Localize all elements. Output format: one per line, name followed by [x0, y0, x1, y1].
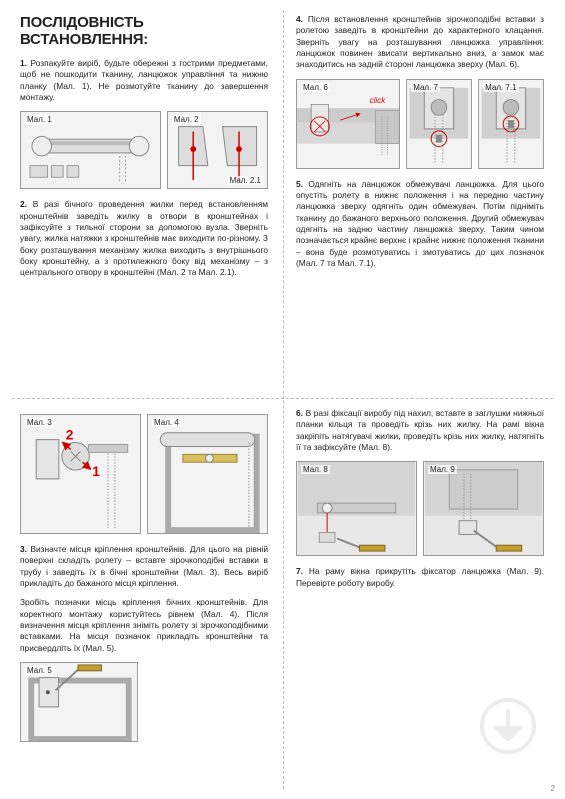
fig-1-label: Мал. 1: [25, 115, 54, 124]
fig-5-label: Мал. 5: [25, 666, 54, 675]
para-5-text: Одягніть на ланцюжок обмежувачі ланцюжка…: [296, 179, 544, 268]
para-4-num: 4.: [296, 14, 303, 24]
page-title: ПОСЛІДОВНІСТЬ ВСТАНОВЛЕННЯ:: [20, 14, 268, 48]
para-5-num: 5.: [296, 179, 303, 189]
svg-text:1: 1: [92, 464, 100, 479]
fig-row-8-9: Мал. 8 Мал. 9: [296, 461, 544, 556]
para-3-text2: Зробіть позначки місць кріплення бічних …: [20, 597, 268, 652]
para-7-num: 7.: [296, 566, 303, 576]
para-2: 2. В разі бічного проведення жилки перед…: [20, 199, 268, 278]
fig-5: Мал. 5: [20, 662, 138, 742]
svg-text:2: 2: [66, 428, 74, 443]
para-2-num: 2.: [20, 199, 27, 209]
para-6: 6. В разі фіксації виробу під нахил, вст…: [296, 408, 544, 453]
para-3-num: 3.: [20, 544, 27, 554]
para-6-text: В разі фіксації виробу під нахил, вставт…: [296, 408, 544, 452]
para-1: 1. Розпакуйте виріб, будьте обережні з г…: [20, 58, 268, 103]
vertical-divider: [283, 10, 284, 789]
fig-7-label: Мал. 7: [411, 83, 440, 92]
para-7-text: На раму вікна прикрутіть фіксатор ланцюж…: [296, 566, 544, 587]
para-5: 5. Одягніть на ланцюжок обмежувачі ланцю…: [296, 179, 544, 270]
para-7: 7. На раму вікна прикрутіть фіксатор лан…: [296, 566, 544, 589]
fig-row-1: Мал. 1 Мал. 2 Мал. 2.1: [20, 111, 268, 189]
fig-row-6-7: Мал. 6 click Мал. 7: [296, 79, 544, 169]
fig-row-3-4: Мал. 3 2 1 Мал. 4: [20, 414, 268, 534]
fig-8-label: Мал. 8: [301, 465, 330, 474]
fig-8: Мал. 8: [296, 461, 417, 556]
para-4-text: Після встановлення кронштейнів зірочкопо…: [296, 14, 544, 69]
page-number: 2: [551, 784, 555, 793]
horizontal-divider: [12, 398, 553, 399]
watermark-icon: [479, 697, 537, 755]
para-4: 4. Після встановлення кронштейнів зірочк…: [296, 14, 544, 71]
fig-7: Мал. 7: [406, 79, 472, 169]
fig-3: Мал. 3 2 1: [20, 414, 141, 534]
fig-4-label: Мал. 4: [152, 418, 181, 427]
page: ПОСЛІДОВНІСТЬ ВСТАНОВЛЕННЯ: 1. Розпакуйт…: [0, 0, 565, 799]
fig-6: Мал. 6 click: [296, 79, 400, 169]
fig-2-label: Мал. 2: [172, 115, 201, 124]
fig-3-label: Мал. 3: [25, 418, 54, 427]
fig-71-label: Мал. 7.1: [483, 83, 518, 92]
fig-row-5: Мал. 5: [20, 662, 268, 742]
fig-4: Мал. 4: [147, 414, 268, 534]
para-3b: Зробіть позначки місць кріплення бічних …: [20, 597, 268, 654]
para-1-num: 1.: [20, 58, 27, 68]
section-top-left: ПОСЛІДОВНІСТЬ ВСТАНОВЛЕННЯ: 1. Розпакуйт…: [20, 14, 268, 394]
fig-9: Мал. 9: [423, 461, 544, 556]
para-3a: 3. Визначте місця кріплення кронштейнів.…: [20, 544, 268, 589]
section-bottom-left: Мал. 3 2 1 Мал. 4: [20, 408, 268, 788]
fig-1: Мал. 1: [20, 111, 161, 189]
section-top-right: 4. Після встановлення кронштейнів зірочк…: [296, 14, 544, 394]
para-3-text1: Визначте місця кріплення кронштейнів. Дл…: [20, 544, 268, 588]
para-6-num: 6.: [296, 408, 303, 418]
fig-9-label: Мал. 9: [428, 465, 457, 474]
fig-6-label: Мал. 6: [301, 83, 330, 92]
para-1-text: Розпакуйте виріб, будьте обережні з гост…: [20, 58, 268, 102]
para-2-text: В разі бічного проведення жилки перед вс…: [20, 199, 268, 277]
fig-21-label: Мал. 2.1: [228, 176, 263, 185]
fig-71: Мал. 7.1: [478, 79, 544, 169]
fig-2: Мал. 2 Мал. 2.1: [167, 111, 268, 189]
